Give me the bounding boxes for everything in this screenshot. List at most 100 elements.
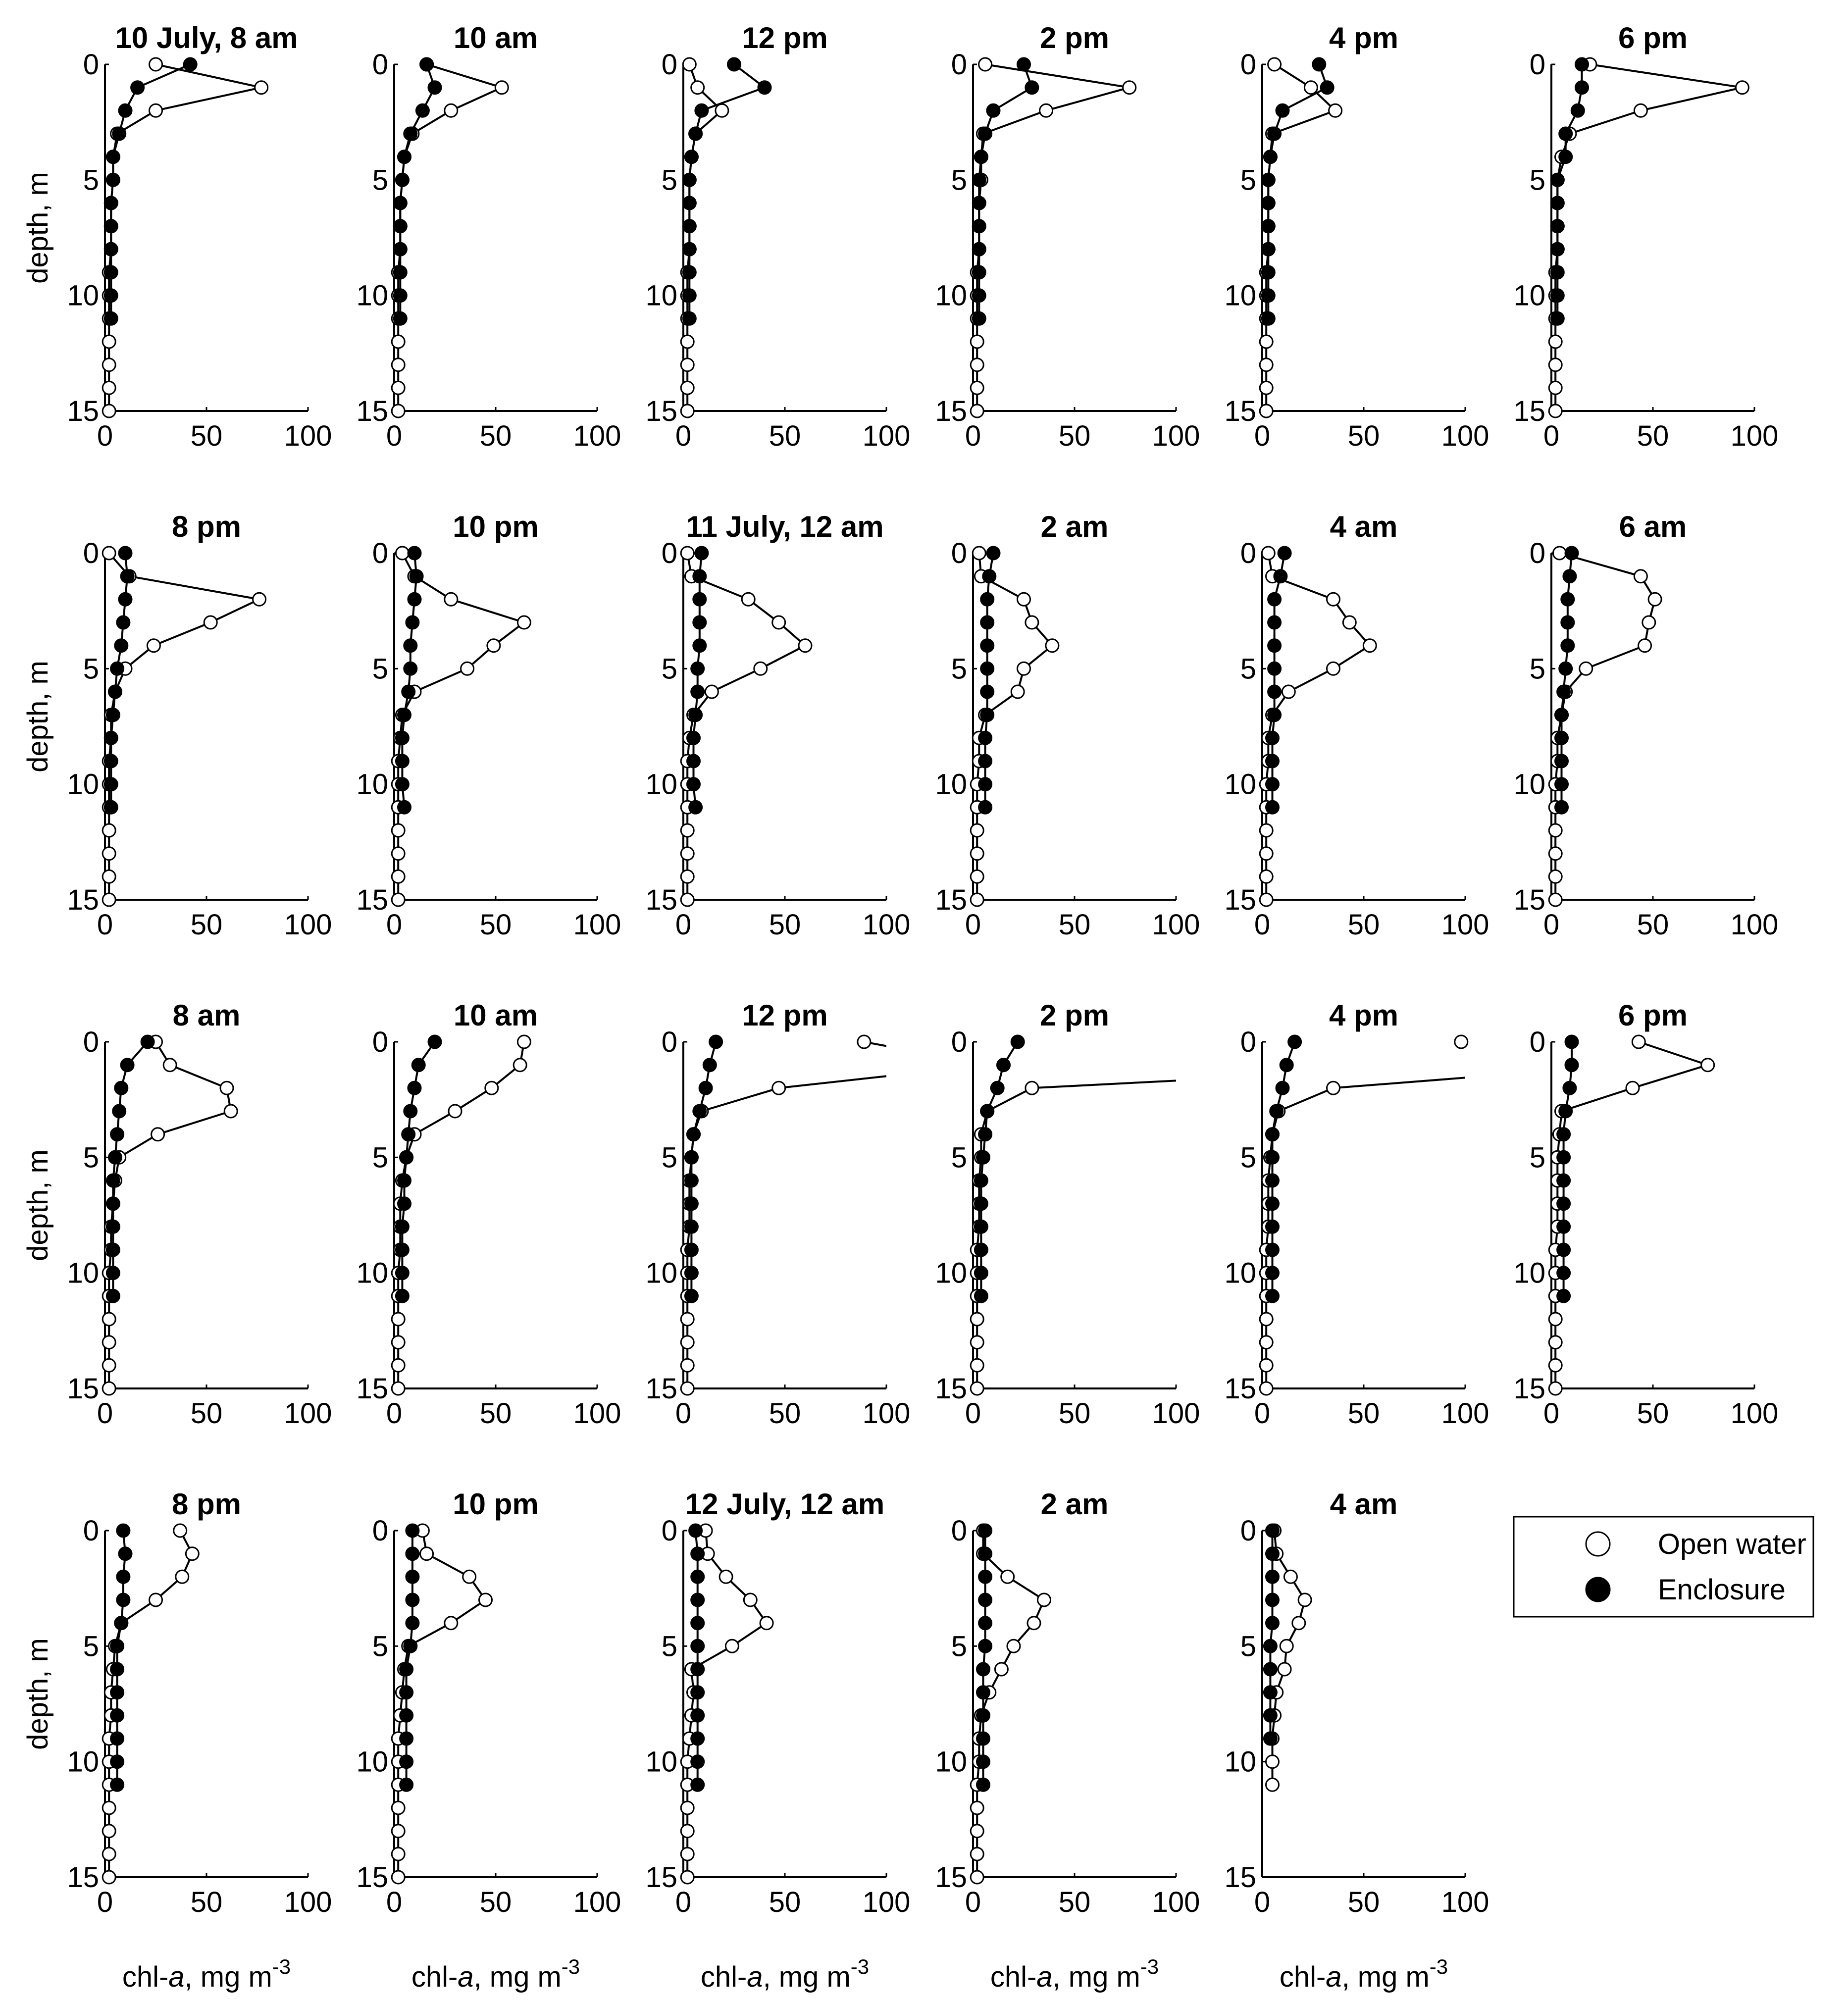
open-water-point <box>444 592 459 607</box>
enclosure-point <box>1265 1150 1280 1165</box>
enclosure-point <box>978 126 993 141</box>
open-water-point <box>680 358 695 372</box>
enclosure-point <box>702 1058 717 1073</box>
enclosure-point <box>976 1708 990 1723</box>
open-water-point <box>1297 1592 1312 1607</box>
y-tick-label: 5 <box>1530 653 1545 685</box>
y-tick-label: 0 <box>1530 537 1545 569</box>
enclosure-line <box>984 553 994 808</box>
open-water-point <box>1548 380 1563 395</box>
x-axis-label: chl-a, mg m-3 <box>411 1955 580 1993</box>
y-tick-label: 5 <box>83 1141 99 1174</box>
open-water-point <box>102 1847 116 1861</box>
y-tick-label: 15 <box>67 1373 99 1405</box>
x-tick-label: 100 <box>284 909 332 941</box>
x-tick-label: 50 <box>480 1397 512 1430</box>
open-water-point <box>1259 334 1274 349</box>
enclosure-point <box>1556 1266 1571 1281</box>
enclosure-point <box>403 638 418 653</box>
enclosure-line <box>692 553 703 808</box>
enclosure-point <box>103 242 118 257</box>
open-water-point <box>102 358 116 372</box>
enclosure-point <box>105 1266 120 1281</box>
enclosure-point <box>1556 1173 1571 1188</box>
x-tick-label: 100 <box>284 1886 332 1918</box>
enclosure-point <box>682 311 697 326</box>
open-water-point <box>1265 1754 1280 1769</box>
enclosure-point <box>990 1080 1005 1095</box>
y-tick-label: 15 <box>356 1373 388 1405</box>
open-water-point <box>391 1358 406 1373</box>
x-tick-label: 50 <box>1059 420 1091 452</box>
open-water-point <box>391 358 406 372</box>
enclosure-point <box>686 730 701 745</box>
enclosure-point <box>690 1662 705 1677</box>
open-water-point <box>680 546 695 561</box>
y-tick-label: 15 <box>1513 884 1545 916</box>
enclosure-point <box>976 1685 990 1700</box>
y-tick-label: 5 <box>372 164 388 196</box>
open-water-point <box>970 846 984 861</box>
enclosure-point <box>103 265 118 280</box>
enclosure-point <box>183 57 198 72</box>
open-water-point <box>462 1569 477 1584</box>
y-tick-label: 5 <box>1240 1141 1256 1174</box>
enclosure-point <box>1267 126 1282 141</box>
open-water-point <box>1548 869 1563 884</box>
enclosure-point <box>692 592 707 607</box>
enclosure-point <box>1575 80 1589 95</box>
enclosure-line <box>401 1041 436 1296</box>
open-water-point <box>970 380 984 395</box>
enclosure-point <box>1550 196 1565 210</box>
open-water-point <box>102 892 116 907</box>
y-tick-label: 0 <box>1240 1515 1256 1547</box>
enclosure-point <box>401 684 416 699</box>
enclosure-point <box>110 1685 125 1700</box>
open-water-point <box>254 80 269 95</box>
open-water-point <box>704 684 719 699</box>
open-water-point <box>1326 1080 1340 1095</box>
y-tick-label: 5 <box>372 1141 388 1174</box>
x-tick-label: 100 <box>863 1886 911 1918</box>
open-water-point <box>102 1800 116 1815</box>
enclosure-point <box>399 1731 414 1746</box>
enclosure-point <box>1556 1150 1571 1165</box>
open-water-point <box>1259 823 1274 838</box>
enclosure-point <box>682 242 697 257</box>
enclosure-point <box>1265 1569 1280 1584</box>
legend-open-marker <box>1585 1531 1611 1557</box>
legend-label: Open water <box>1658 1528 1806 1560</box>
enclosure-point <box>1562 569 1577 584</box>
open-water-point <box>1259 1312 1274 1327</box>
x-axis-label: chl-a, mg m-3 <box>1280 1955 1448 1993</box>
y-tick-label: 5 <box>1240 164 1256 196</box>
enclosure-line <box>978 64 1033 319</box>
enclosure-point <box>690 1616 705 1631</box>
open-water-line <box>1265 1041 1465 1388</box>
open-water-point <box>391 1381 406 1396</box>
enclosure-point <box>688 708 703 722</box>
enclosure-point <box>690 1777 705 1792</box>
enclosure-point <box>1265 1523 1280 1538</box>
open-water-point <box>486 638 501 653</box>
open-water-point <box>857 1034 872 1049</box>
enclosure-point <box>1560 638 1575 653</box>
enclosure-point <box>395 777 410 792</box>
x-tick-label: 100 <box>1731 420 1779 452</box>
enclosure-point <box>140 1034 155 1049</box>
panel-title: 4 pm <box>1329 21 1398 54</box>
enclosure-point <box>684 1242 699 1257</box>
enclosure-point <box>1263 1731 1278 1746</box>
open-water-point <box>391 1335 406 1350</box>
panel-title: 6 am <box>1619 510 1687 543</box>
y-tick-label: 15 <box>935 1373 967 1405</box>
x-tick-label: 100 <box>1441 1397 1489 1430</box>
enclosure-point <box>1261 196 1276 210</box>
open-water-point <box>690 80 705 95</box>
enclosure-point <box>105 1242 120 1257</box>
enclosure-point <box>1558 126 1573 141</box>
enclosure-point <box>114 1616 129 1631</box>
